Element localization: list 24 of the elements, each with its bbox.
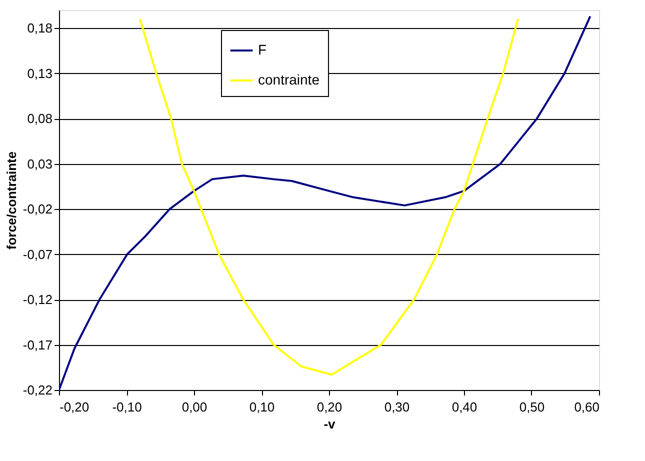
x-tick-label: 0,10 [249,400,275,414]
x-tick-label: 0,30 [384,400,410,414]
line-series [59,15,592,390]
y-tick-label: 0,13 [27,66,52,81]
x-tick-label: 0,20 [316,400,342,414]
y-tick-label: -0,02 [22,202,52,217]
y-tick-label: 0,08 [27,111,52,126]
x-tick-label: -0,20 [60,400,90,414]
x-tick-label: 0,40 [452,400,478,414]
y-tick-label: 0,18 [27,20,52,36]
y-tick-label: -0,17 [22,337,52,352]
x-tick-label: 0,50 [519,400,545,414]
y-tick-label: -0,12 [22,292,52,308]
y-axis-title: force/contrainte [4,151,19,250]
y-tick-label: -0,07 [22,246,52,262]
legend-label: contrainte [258,72,320,88]
x-tick-label: 0,00 [182,400,208,414]
x-axis-title: -v [324,416,336,432]
x-tick-label: 0,60 [574,400,600,414]
y-tick-label: 0,03 [27,156,52,172]
legend-label: F [258,42,267,58]
line-series [139,18,519,376]
x-tick-label: -0,10 [112,400,142,414]
y-tick-label: -0,22 [22,382,52,398]
